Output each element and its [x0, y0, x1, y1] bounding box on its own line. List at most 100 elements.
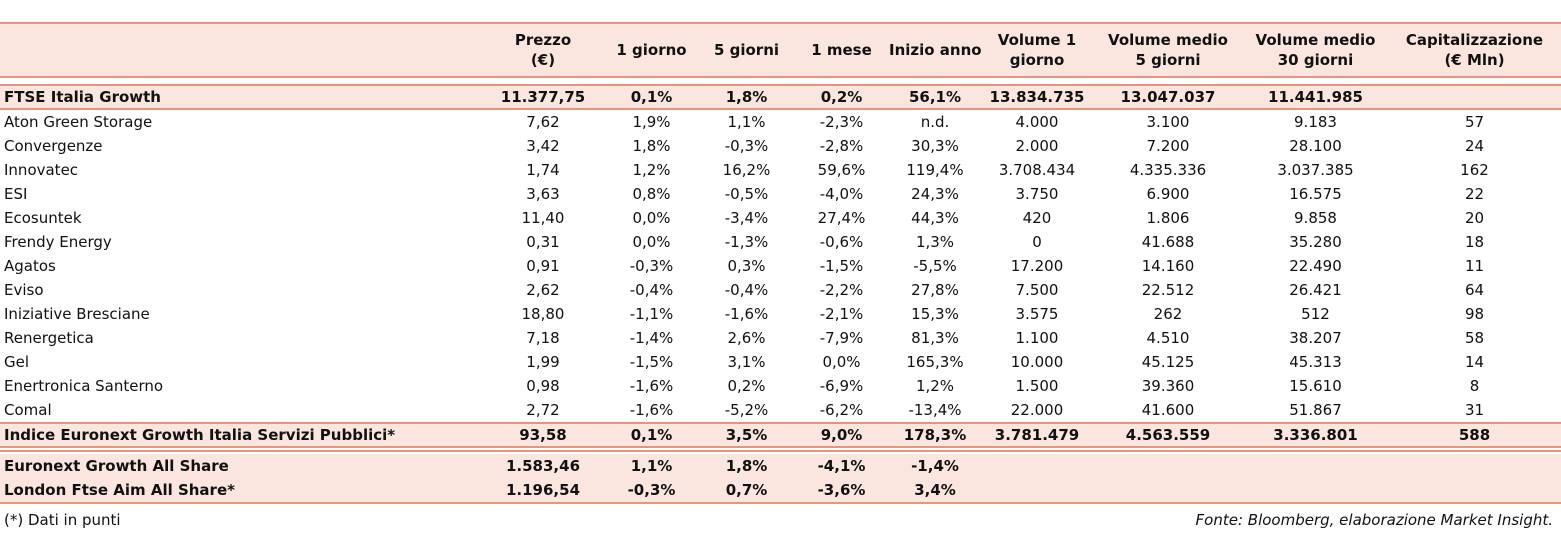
cell-price: 1,74 [526, 161, 560, 179]
cell-name: Agatos [4, 257, 56, 275]
cell-ytd: 44,3% [911, 209, 959, 227]
cell-v5: 6.900 [1146, 185, 1190, 203]
cell-d1: -1,1% [629, 305, 674, 323]
cell-m1: -4,0% [819, 185, 864, 203]
cell-v30 [1243, 454, 1388, 478]
footer-index-rows: Euronext Growth All Share 1.583,46 1,1% 1,8… [0, 454, 1561, 504]
cell-name: Iniziative Bresciane [4, 305, 150, 323]
cell-d1: -0,3% [629, 257, 674, 275]
cell-cap: 58 [1464, 329, 1485, 347]
cell-m1: -1,5% [819, 257, 864, 275]
cell-d1: 1,2% [632, 161, 671, 179]
footnote: (*) Dati in punti [4, 511, 121, 529]
cell-v1: 17.200 [1010, 257, 1064, 275]
cell-d5: -1,3% [724, 233, 769, 251]
cell-name: London Ftse Aim All Share* [0, 478, 482, 504]
header-ytd: Inizio anno [889, 23, 981, 77]
index-row-ftse-italia-growth: FTSE Italia Growth 11.377,75 0,1% 1,8% 0… [0, 84, 1561, 110]
cell-ytd: 81,3% [911, 329, 959, 347]
cell-price: 0,91 [526, 257, 560, 275]
cell-d5: -0,4% [724, 281, 769, 299]
cell-price: 2,72 [526, 401, 560, 419]
cell-m1: -4,1% [794, 454, 889, 478]
header-name [0, 23, 482, 77]
cell-d5: -1,6% [724, 305, 769, 323]
cell-cap: 11 [1464, 257, 1485, 275]
table-row: Eviso 2,62 -0,4% -0,4% -2,2% 27,8% 7.500 22.512… [0, 278, 1561, 302]
cell-v1: 3.750 [1015, 185, 1059, 203]
cell-cap [1388, 454, 1561, 478]
table-row: ESI 3,63 0,8% -0,5% -4,0% 24,3% 3.750 6.900 16.5… [0, 182, 1561, 206]
cell-v30 [1243, 478, 1388, 504]
cell-ytd: 1,3% [915, 233, 955, 251]
cell-v5: 3.100 [1146, 113, 1190, 131]
cell-v1: 0 [1032, 233, 1042, 251]
cell-v30: 38.207 [1289, 329, 1342, 347]
cell-d5: 1,1% [727, 113, 766, 131]
cell-price: 2,62 [526, 281, 560, 299]
cell-m1: -7,9% [819, 329, 864, 347]
cell-v1: 3.575 [1015, 305, 1059, 323]
table-row: Ecosuntek 11,40 0,0% -3,4% 27,4% 44,3% 420 1.80… [0, 206, 1561, 230]
cell-name: Aton Green Storage [4, 113, 153, 131]
cell-v1: 2.000 [1015, 137, 1059, 155]
cell-price: 0,31 [526, 233, 560, 251]
cell-d1: 1,9% [632, 113, 671, 131]
cell-cap: 162 [1460, 161, 1489, 179]
cell-price: 1.196,54 [482, 478, 604, 504]
cell-v1 [981, 454, 1093, 478]
cell-v5: 7.200 [1146, 137, 1190, 155]
cell-d1: 0,0% [632, 209, 671, 227]
cell-v1: 4.000 [1015, 113, 1059, 131]
cell-m1: -2,2% [819, 281, 864, 299]
cell-name: Frendy Energy [4, 233, 112, 251]
cell-cap: 14 [1464, 353, 1485, 371]
cell-d5: 0,3% [727, 257, 766, 275]
cell-name: Gel [4, 353, 30, 371]
cell-d5: 0,2% [727, 377, 766, 395]
table-row: Innovatec 1,74 1,2% 16,2% 59,6% 119,4% 3.708.4… [0, 158, 1561, 182]
cell-v5: 41.600 [1141, 401, 1195, 419]
cell-v30: 22.490 [1289, 257, 1342, 275]
cell-v30: 45.313 [1289, 353, 1342, 371]
cell-m1: -2,1% [819, 305, 864, 323]
header-volume-1-day: Volume 1 giorno [981, 23, 1093, 77]
cell-cap: 22 [1464, 185, 1485, 203]
cell-price: 1.583,46 [482, 454, 604, 478]
cell-cap: 64 [1464, 281, 1485, 299]
market-table: Prezzo (€) 1 giorno 5 giorni 1 mese Inizi… [0, 0, 1561, 504]
cell-v30: 51.867 [1289, 401, 1342, 419]
cell-m1: 59,6% [817, 161, 866, 179]
cell-price: 3,42 [526, 137, 560, 155]
cell-cap: 57 [1464, 113, 1485, 131]
cell-ytd: -13,4% [908, 401, 962, 419]
cell-v30: 35.280 [1289, 233, 1342, 251]
cell-d5: 3,1% [727, 353, 766, 371]
cell-v5: 41.688 [1141, 233, 1195, 251]
cell-cap [1388, 478, 1561, 504]
cell-cap: 8 [1469, 377, 1480, 395]
cell-v30: 26.421 [1289, 281, 1342, 299]
cell-v5 [1093, 478, 1243, 504]
cell-v30: 512 [1301, 305, 1330, 323]
table-row: Gel 1,99 -1,5% 3,1% 0,0% 165,3% 10.000 45.125 45… [0, 350, 1561, 374]
cell-d1: -1,6% [629, 401, 674, 419]
cell-ytd: 24,3% [911, 185, 959, 203]
cell-cap: 24 [1464, 137, 1485, 155]
cell-v5: 4.510 [1146, 329, 1190, 347]
cell-name: Eviso [4, 281, 44, 299]
cell-m1: -6,9% [819, 377, 864, 395]
cell-m1: -0,6% [819, 233, 864, 251]
cell-ytd: 3,4% [889, 478, 981, 504]
table-row: Convergenze 3,42 1,8% -0,3% -2,8% 30,3% 2.000 7… [0, 134, 1561, 158]
cell-v30: 9.858 [1294, 209, 1337, 227]
cell-v30: 3.037.385 [1277, 161, 1354, 179]
company-rows: Aton Green Storage 7,62 1,9% 1,1% -2,3% n.d. 4… [0, 109, 1561, 423]
cell-name: Enertronica Santerno [4, 377, 164, 395]
cell-cap: 98 [1464, 305, 1485, 323]
cell-v5: 14.160 [1141, 257, 1195, 275]
cell-d5: 1,8% [699, 454, 794, 478]
cell-name: Euronext Growth All Share [0, 454, 482, 478]
cell-price: 3,63 [526, 185, 560, 203]
cell-price: 0,98 [526, 377, 560, 395]
